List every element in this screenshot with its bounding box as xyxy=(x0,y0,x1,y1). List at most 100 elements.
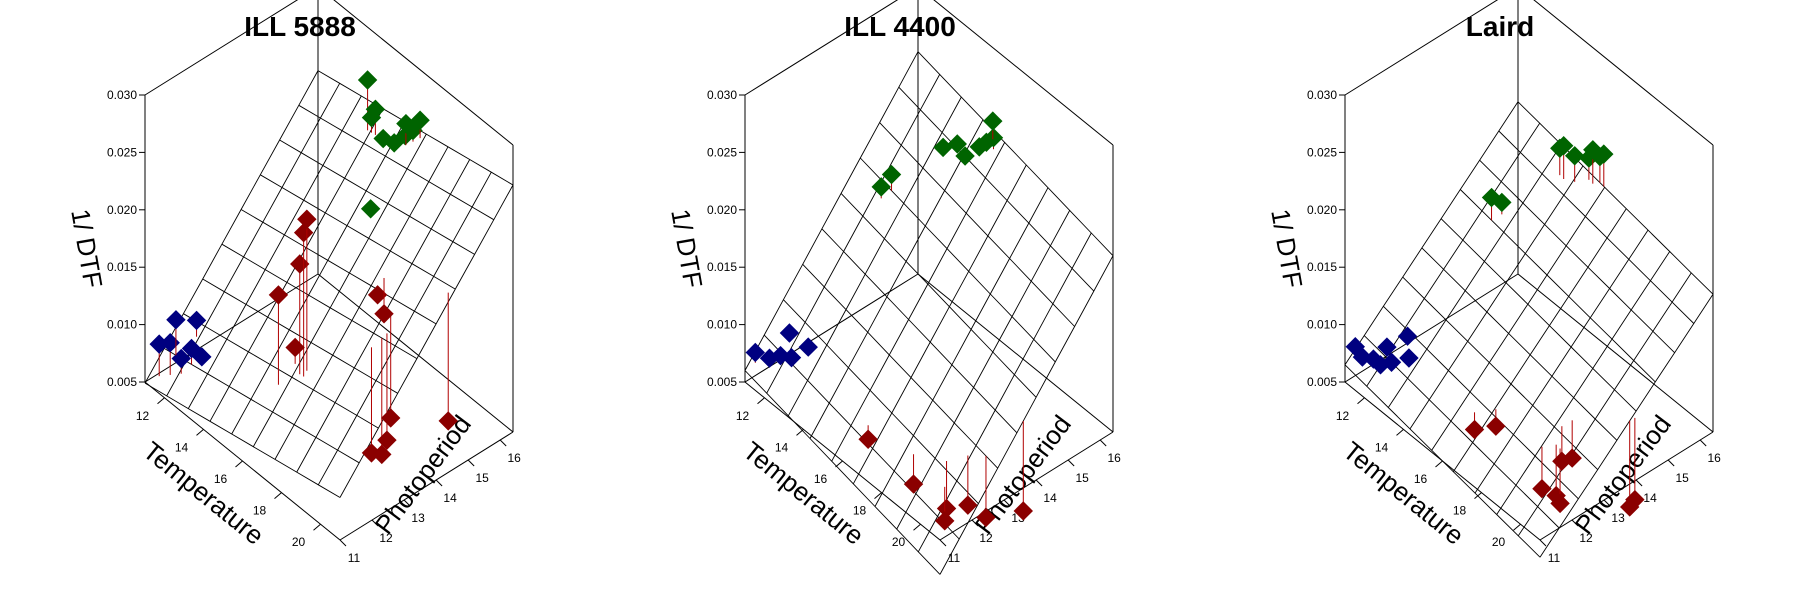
photoperiod-tick-label: 12 xyxy=(1579,531,1593,545)
box-edge xyxy=(917,273,1114,433)
plot-area: 0.005 0.010 0.015 0.020 0.025 0.030 1/ DTF 12 14… xyxy=(65,0,521,565)
surface-line xyxy=(240,209,437,325)
surface-line xyxy=(1459,189,1656,383)
box-edge xyxy=(339,431,514,541)
temperature-tick-mark xyxy=(274,492,282,499)
surface-line xyxy=(252,133,427,447)
surface-line xyxy=(1409,165,1584,430)
data-point xyxy=(374,304,394,324)
surface-line xyxy=(1517,101,1714,295)
surface-line xyxy=(744,370,941,575)
data-point xyxy=(1625,489,1645,510)
photoperiod-tick-mark xyxy=(1571,519,1579,527)
temperature-tick-mark xyxy=(1513,523,1521,531)
temperature-tick-mark xyxy=(1396,429,1404,436)
box-edge xyxy=(333,0,514,146)
photoperiod-tick-mark xyxy=(1667,459,1675,467)
z-tick-label: 0.030 xyxy=(707,88,737,102)
box-edge xyxy=(933,0,1114,146)
surface-line xyxy=(1539,293,1714,558)
z-axis-label: 1/ DTF xyxy=(1265,207,1308,290)
data-point xyxy=(293,222,314,243)
temperature-tick-label: 16 xyxy=(214,472,228,486)
surface-line xyxy=(802,263,999,469)
photoperiod-tick-label: 14 xyxy=(443,491,457,505)
data-point xyxy=(360,199,381,219)
surface-line xyxy=(917,51,1114,257)
data-point xyxy=(1532,479,1552,499)
z-tick-label: 0.015 xyxy=(707,260,737,274)
photoperiod-tick-mark xyxy=(1003,499,1011,507)
surface-line xyxy=(821,228,1018,434)
data-point xyxy=(983,128,1004,148)
surface-line xyxy=(766,74,941,394)
z-axis: 0.005 0.010 0.015 0.020 0.025 0.030 1/ DTF xyxy=(65,88,145,389)
photoperiod-tick-mark xyxy=(1099,439,1107,447)
temperature-tick-mark xyxy=(157,397,165,405)
surface-line xyxy=(279,139,475,255)
surface-line xyxy=(1431,187,1606,451)
photoperiod-tick-label: 14 xyxy=(1643,491,1657,505)
photoperiod-tick-label: 13 xyxy=(1611,511,1625,525)
temperature-tick-mark xyxy=(835,460,843,468)
z-axis: 0.005 0.010 0.015 0.020 0.025 0.030 1/ DTF xyxy=(1265,88,1345,389)
surface-line xyxy=(317,171,492,486)
photoperiod-tick-label: 13 xyxy=(411,511,425,525)
data-point xyxy=(192,347,212,367)
z-tick-label: 0.025 xyxy=(107,145,137,159)
temperature-tick-label: 20 xyxy=(1492,535,1506,549)
data-point xyxy=(871,177,891,197)
data-point xyxy=(438,411,458,431)
z-tick-label: 0.015 xyxy=(1307,260,1337,274)
photoperiod-tick-label: 16 xyxy=(1108,451,1122,465)
surface-line xyxy=(1363,335,1560,529)
data-point xyxy=(1377,337,1397,357)
z-tick-label: 0.015 xyxy=(107,260,137,274)
photoperiod-tick-mark xyxy=(1635,479,1643,487)
photoperiod-tick-mark xyxy=(1539,539,1547,547)
surface-line xyxy=(831,142,1006,462)
surface-line xyxy=(1366,122,1541,387)
temperature-axis-label: Temperature xyxy=(138,435,270,550)
data-points xyxy=(1345,136,1645,517)
z-tick-label: 0.010 xyxy=(707,318,737,332)
surface-line xyxy=(187,95,362,409)
temperature-tick-mark xyxy=(796,429,804,436)
data-point xyxy=(935,511,955,531)
temperature-tick-label: 18 xyxy=(1453,504,1467,518)
surface-line xyxy=(144,70,319,384)
z-axis-label: 1/ DTF xyxy=(65,207,108,290)
data-point xyxy=(1397,326,1418,346)
data-point xyxy=(410,110,430,130)
surface-line xyxy=(744,51,919,371)
data-point xyxy=(947,134,967,154)
surface-line xyxy=(231,121,406,435)
data-point xyxy=(361,107,382,128)
fitted-surface xyxy=(1344,101,1714,558)
photoperiod-tick-label: 16 xyxy=(508,451,522,465)
z-tick-label: 0.010 xyxy=(107,318,137,332)
surface-line xyxy=(298,104,495,221)
surface-line xyxy=(939,255,1114,575)
photoperiod-tick-mark xyxy=(499,439,507,447)
surface-line xyxy=(1440,218,1637,412)
surface-line xyxy=(221,243,418,359)
box-frame xyxy=(1344,0,1714,541)
photoperiod-tick-label: 14 xyxy=(1043,491,1057,505)
data-point xyxy=(1486,416,1506,436)
surface-line xyxy=(1479,159,1675,354)
photoperiod-tick-label: 12 xyxy=(979,531,993,545)
temperature-tick-label: 14 xyxy=(1375,440,1389,454)
surface-line xyxy=(917,232,1092,553)
surface-line xyxy=(183,313,379,429)
temperature-axis-label: Temperature xyxy=(738,435,870,550)
chart-svg-1: ILL 5888 0.005 0.010 0.015 0.020 0.025 0.030 1… xyxy=(65,0,521,565)
surface-line xyxy=(274,146,449,460)
fitted-surface xyxy=(144,70,514,498)
photoperiod-tick-mark xyxy=(1035,479,1043,487)
surface-line xyxy=(1387,144,1562,408)
data-point xyxy=(1553,136,1574,156)
temperature-tick-label: 12 xyxy=(736,409,750,423)
chart-title: Laird xyxy=(1466,11,1534,42)
